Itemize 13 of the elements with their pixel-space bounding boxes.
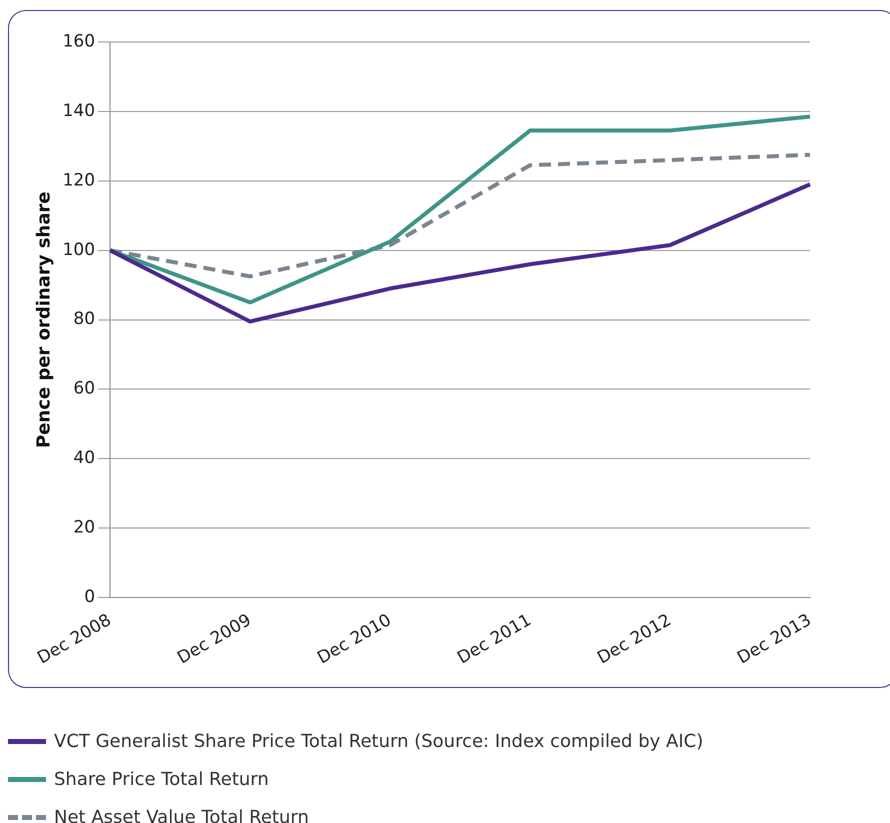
legend-label: VCT Generalist Share Price Total Return (Source: Index compiled by AIC)	[54, 730, 704, 752]
y-axis-title: Pence per ordinary share	[33, 192, 54, 448]
y-tick-label: 40	[73, 448, 96, 468]
y-tick-label: 160	[62, 31, 96, 52]
y-tick-label: 120	[62, 170, 96, 190]
y-tick-label: 60	[73, 378, 96, 399]
y-tick-label: 20	[73, 518, 96, 538]
y-tick-label: 140	[62, 100, 96, 121]
legend-label: Share Price Total Return	[54, 768, 269, 790]
y-tick-label: 100	[62, 240, 96, 260]
y-tick-label: 80	[73, 309, 96, 330]
legend-label: Net Asset Value Total Return	[54, 806, 309, 823]
y-tick-label: 0	[84, 586, 96, 607]
